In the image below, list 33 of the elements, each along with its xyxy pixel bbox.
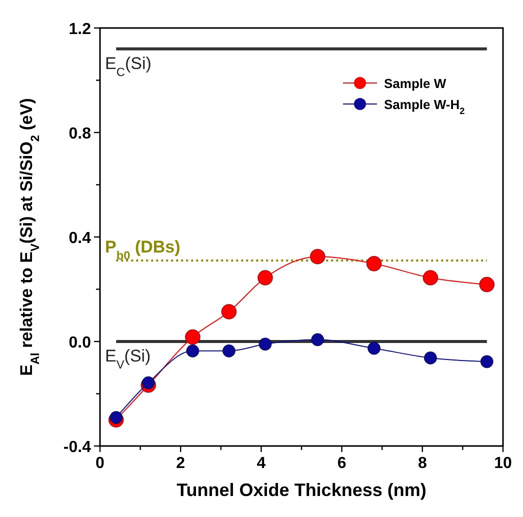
point <box>310 248 326 264</box>
ref-line-label: E$_{C}$(Si) <box>105 54 152 79</box>
x-tick-label: 6 <box>337 455 346 472</box>
point <box>221 304 237 320</box>
y-tick-label: 0.8 <box>68 126 92 142</box>
x-axis-title: Tunnel Oxide Thickness (nm) <box>176 480 426 500</box>
point <box>258 270 273 286</box>
point <box>422 270 438 286</box>
ref-line-label: E$_{V}$(Si) <box>105 346 151 372</box>
point <box>366 256 382 272</box>
x-tick-label: 0 <box>96 455 105 472</box>
point <box>258 338 272 351</box>
point <box>368 342 380 355</box>
y-tick-label: 1.2 <box>68 21 92 38</box>
point <box>424 352 437 364</box>
x-tick-label: 8 <box>418 455 427 472</box>
x-tick-label: 10 <box>494 455 512 472</box>
point <box>186 344 200 358</box>
y-tick-label: 0.4 <box>68 230 92 247</box>
x-tick-label: 4 <box>256 455 266 472</box>
legend-label: Sample W-H$_{2}$ <box>384 97 465 116</box>
point <box>222 344 236 358</box>
legend-label: Sample W <box>384 76 447 91</box>
y-tick-label: 0.0 <box>68 334 92 352</box>
y-tick-label: -0.4 <box>63 439 92 456</box>
point <box>185 329 200 345</box>
point <box>480 355 494 368</box>
point <box>311 333 324 346</box>
x-tick-label: 2 <box>176 455 186 472</box>
point <box>479 276 495 292</box>
point <box>110 411 123 424</box>
ref-line-label: P$_{b0}$ (DBs) <box>105 238 180 263</box>
point <box>142 376 155 390</box>
